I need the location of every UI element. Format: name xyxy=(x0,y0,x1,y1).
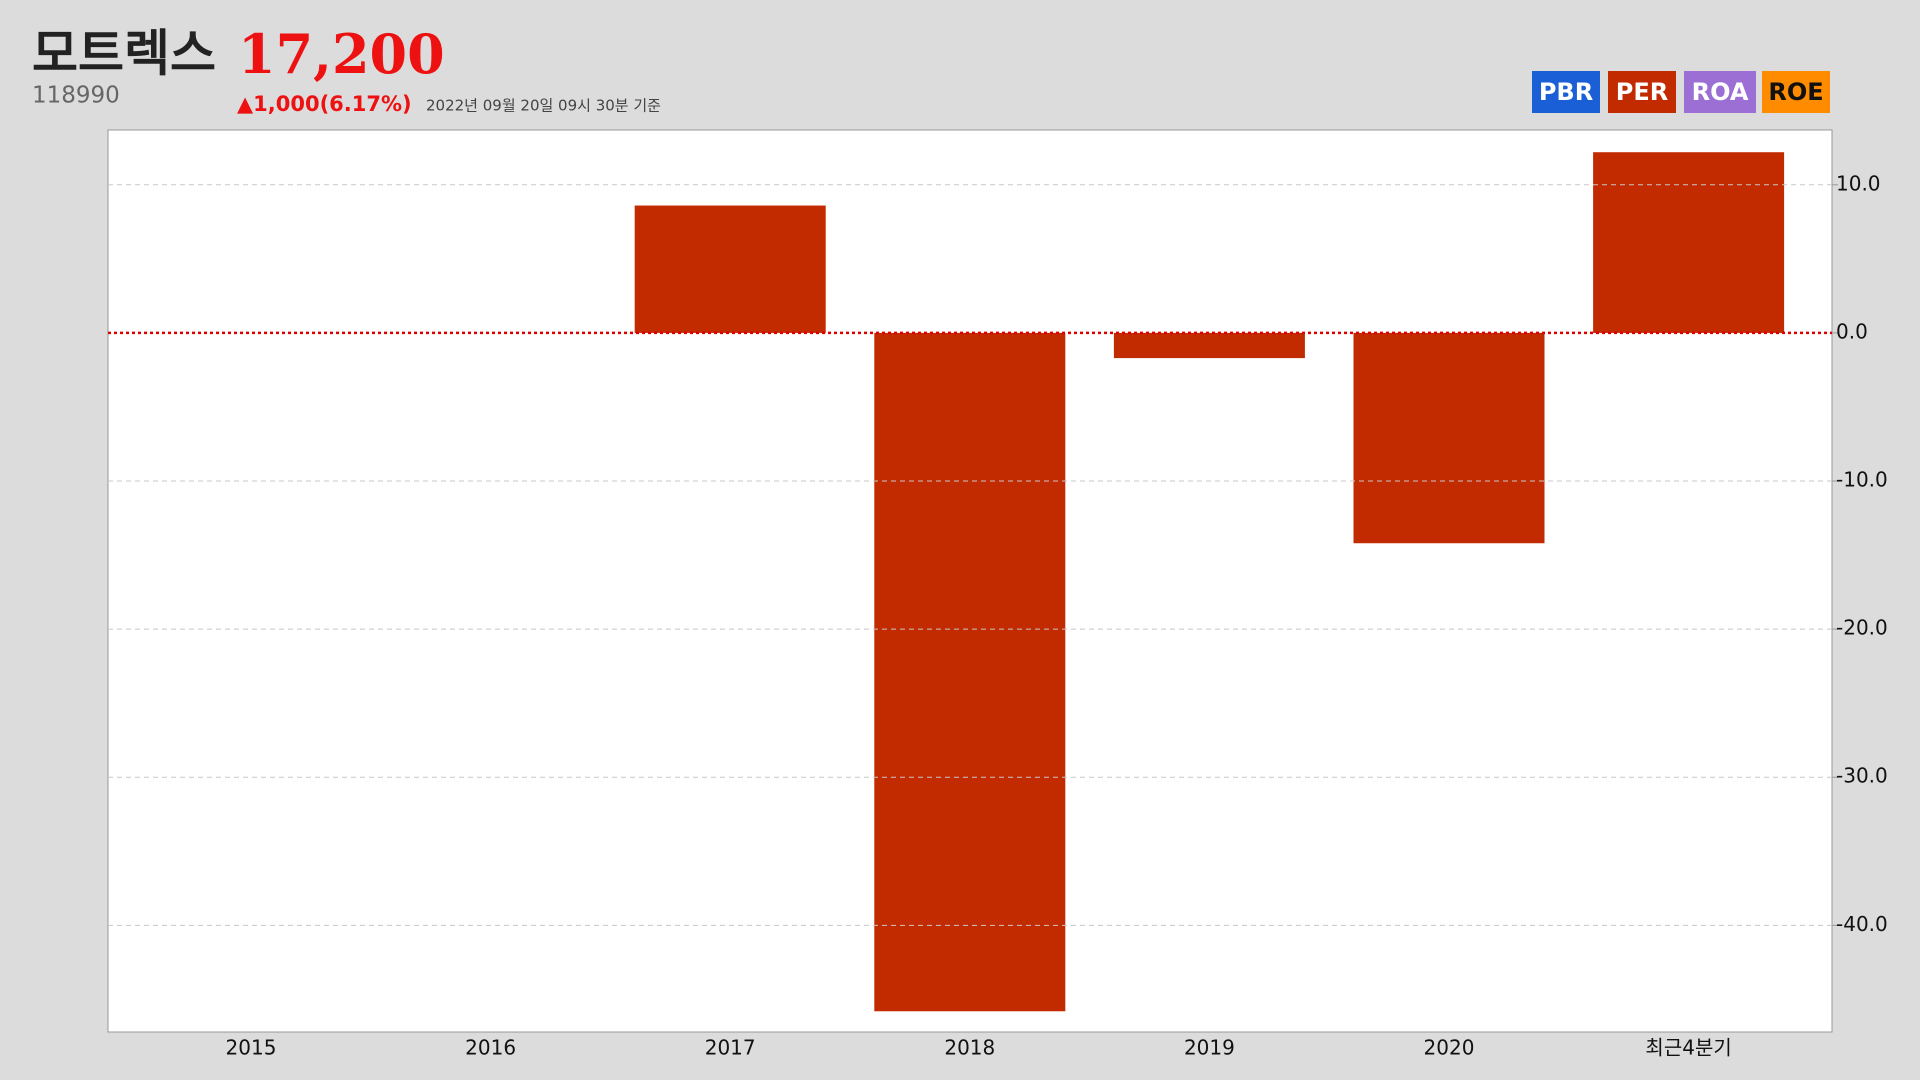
x-tick-label: 2016 xyxy=(465,1036,516,1060)
x-tick-label: 최근4분기 xyxy=(1645,1036,1731,1060)
x-tick-label: 2018 xyxy=(944,1036,995,1060)
stock-name: 모트렉스 xyxy=(32,25,216,83)
price-change: ▲1,000(6.17%) xyxy=(237,92,412,116)
bar xyxy=(1113,332,1305,359)
metric-button[interactable] xyxy=(1532,71,1600,113)
metric-button[interactable] xyxy=(1684,71,1756,113)
stock-price: 17,200 xyxy=(238,22,445,86)
bar xyxy=(1593,152,1785,333)
y-tick-label: -10.0 xyxy=(1836,468,1888,492)
x-tick-label: 2017 xyxy=(705,1036,756,1060)
stock-code: 118990 xyxy=(32,83,120,109)
y-tick-label: -20.0 xyxy=(1836,616,1888,640)
metric-button[interactable] xyxy=(1762,71,1830,113)
timestamp: 2022년 09월 20일 09시 30분 기준 xyxy=(426,97,661,115)
x-tick-label: 2015 xyxy=(226,1036,277,1060)
metric-button-label[interactable]: ROA xyxy=(1692,78,1749,106)
y-tick-label: 10.0 xyxy=(1836,171,1881,195)
x-tick-label: 2020 xyxy=(1424,1036,1475,1060)
metric-button[interactable] xyxy=(1608,71,1676,113)
bar xyxy=(1353,332,1545,544)
y-tick-label: 0.0 xyxy=(1836,319,1868,343)
metric-button-label[interactable]: PBR xyxy=(1539,78,1593,106)
bar xyxy=(634,205,826,333)
y-tick-label: -40.0 xyxy=(1836,912,1888,936)
metric-button-label[interactable]: PER xyxy=(1616,78,1668,106)
metric-button-label[interactable]: ROE xyxy=(1768,78,1823,106)
y-tick-label: -30.0 xyxy=(1836,764,1888,788)
x-tick-label: 2019 xyxy=(1184,1036,1235,1060)
bar xyxy=(874,332,1066,1012)
